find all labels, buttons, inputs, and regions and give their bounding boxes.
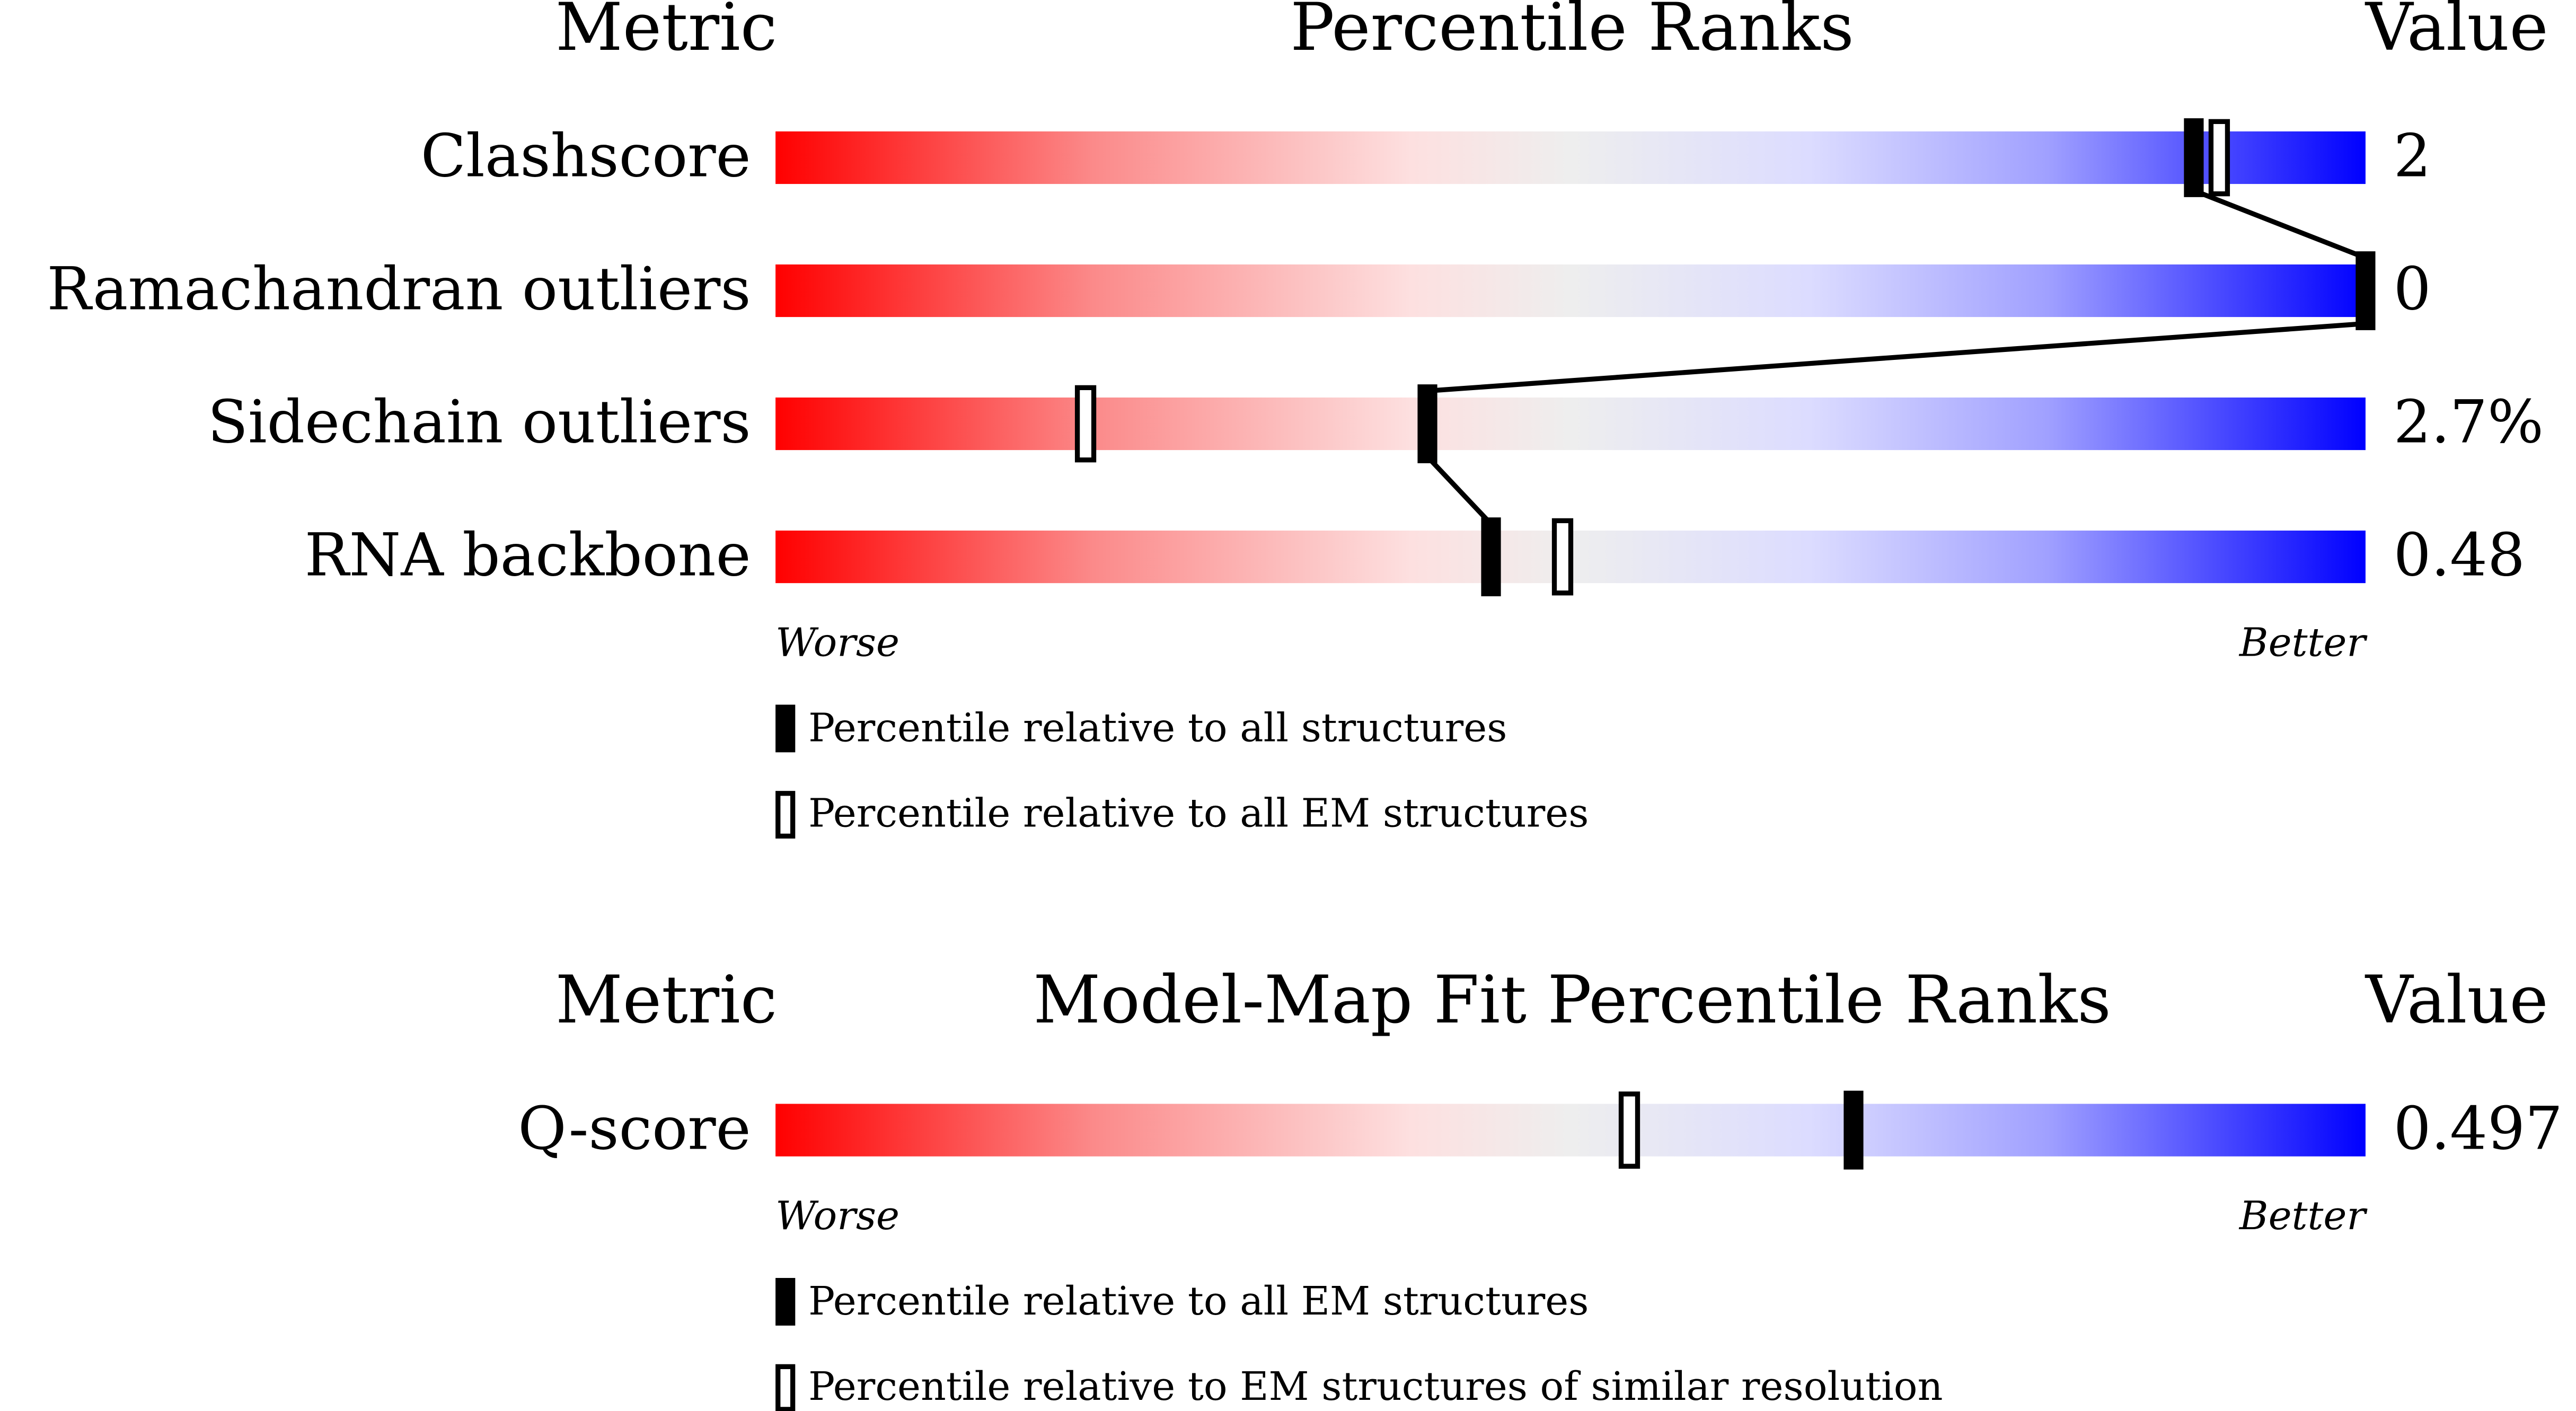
legend-label: Percentile relative to EM structures of … [808, 1363, 1943, 1409]
metric-label: RNA backbone [305, 521, 751, 590]
legend-icon [775, 1277, 796, 1326]
percentile-marker-open [2208, 119, 2230, 197]
legend-icon [775, 791, 796, 839]
legend-label: Percentile relative to all EM structures [808, 790, 1589, 836]
percentile-marker [1481, 517, 1501, 596]
percentile-marker-open [1618, 1091, 1640, 1169]
legend-icon [775, 1364, 796, 1411]
metric-label: Ramachandran outliers [47, 255, 751, 324]
percentile-marker [1417, 384, 1437, 463]
connector [1425, 455, 1493, 526]
metric-value: 2 [2394, 122, 2431, 191]
axis-label-low: Worse [775, 1193, 899, 1239]
percentile-marker [2184, 118, 2204, 197]
header-metric: Metric [555, 0, 777, 66]
percentile-marker [2356, 251, 2376, 330]
percentile-bar [775, 397, 2366, 451]
metric-label: Sidechain outliers [208, 388, 751, 457]
percentile-bar [775, 264, 2366, 318]
legend-label: Percentile relative to all EM structures [808, 1278, 1589, 1324]
metric-value: 0 [2394, 255, 2431, 324]
header-metric: Metric [555, 962, 777, 1038]
header-value: Value [2365, 0, 2548, 66]
axis-label-high: Better [2238, 619, 2368, 665]
metric-label: Clashscore [421, 122, 751, 191]
legend-label: Percentile relative to all structures [808, 704, 1507, 751]
percentile-marker [1843, 1090, 1864, 1170]
legend-icon [775, 704, 796, 753]
header-title: Model-Map Fit Percentile Ranks [1033, 962, 2111, 1038]
metric-value: 0.48 [2394, 521, 2525, 590]
metric-label: Q-score [518, 1094, 751, 1163]
percentile-marker-open [1551, 518, 1574, 596]
axis-label-low: Worse [775, 619, 899, 665]
metric-value: 2.7% [2394, 388, 2544, 457]
percentile-bar [775, 1104, 2366, 1157]
metric-value: 0.497 [2394, 1094, 2563, 1163]
connector [2193, 188, 2367, 260]
percentile-marker-open [1074, 385, 1097, 463]
header-value: Value [2365, 962, 2548, 1038]
connector [1427, 321, 2366, 394]
header-title: Percentile Ranks [1290, 0, 1854, 66]
percentile-bar [775, 131, 2366, 184]
axis-label-high: Better [2238, 1193, 2368, 1239]
